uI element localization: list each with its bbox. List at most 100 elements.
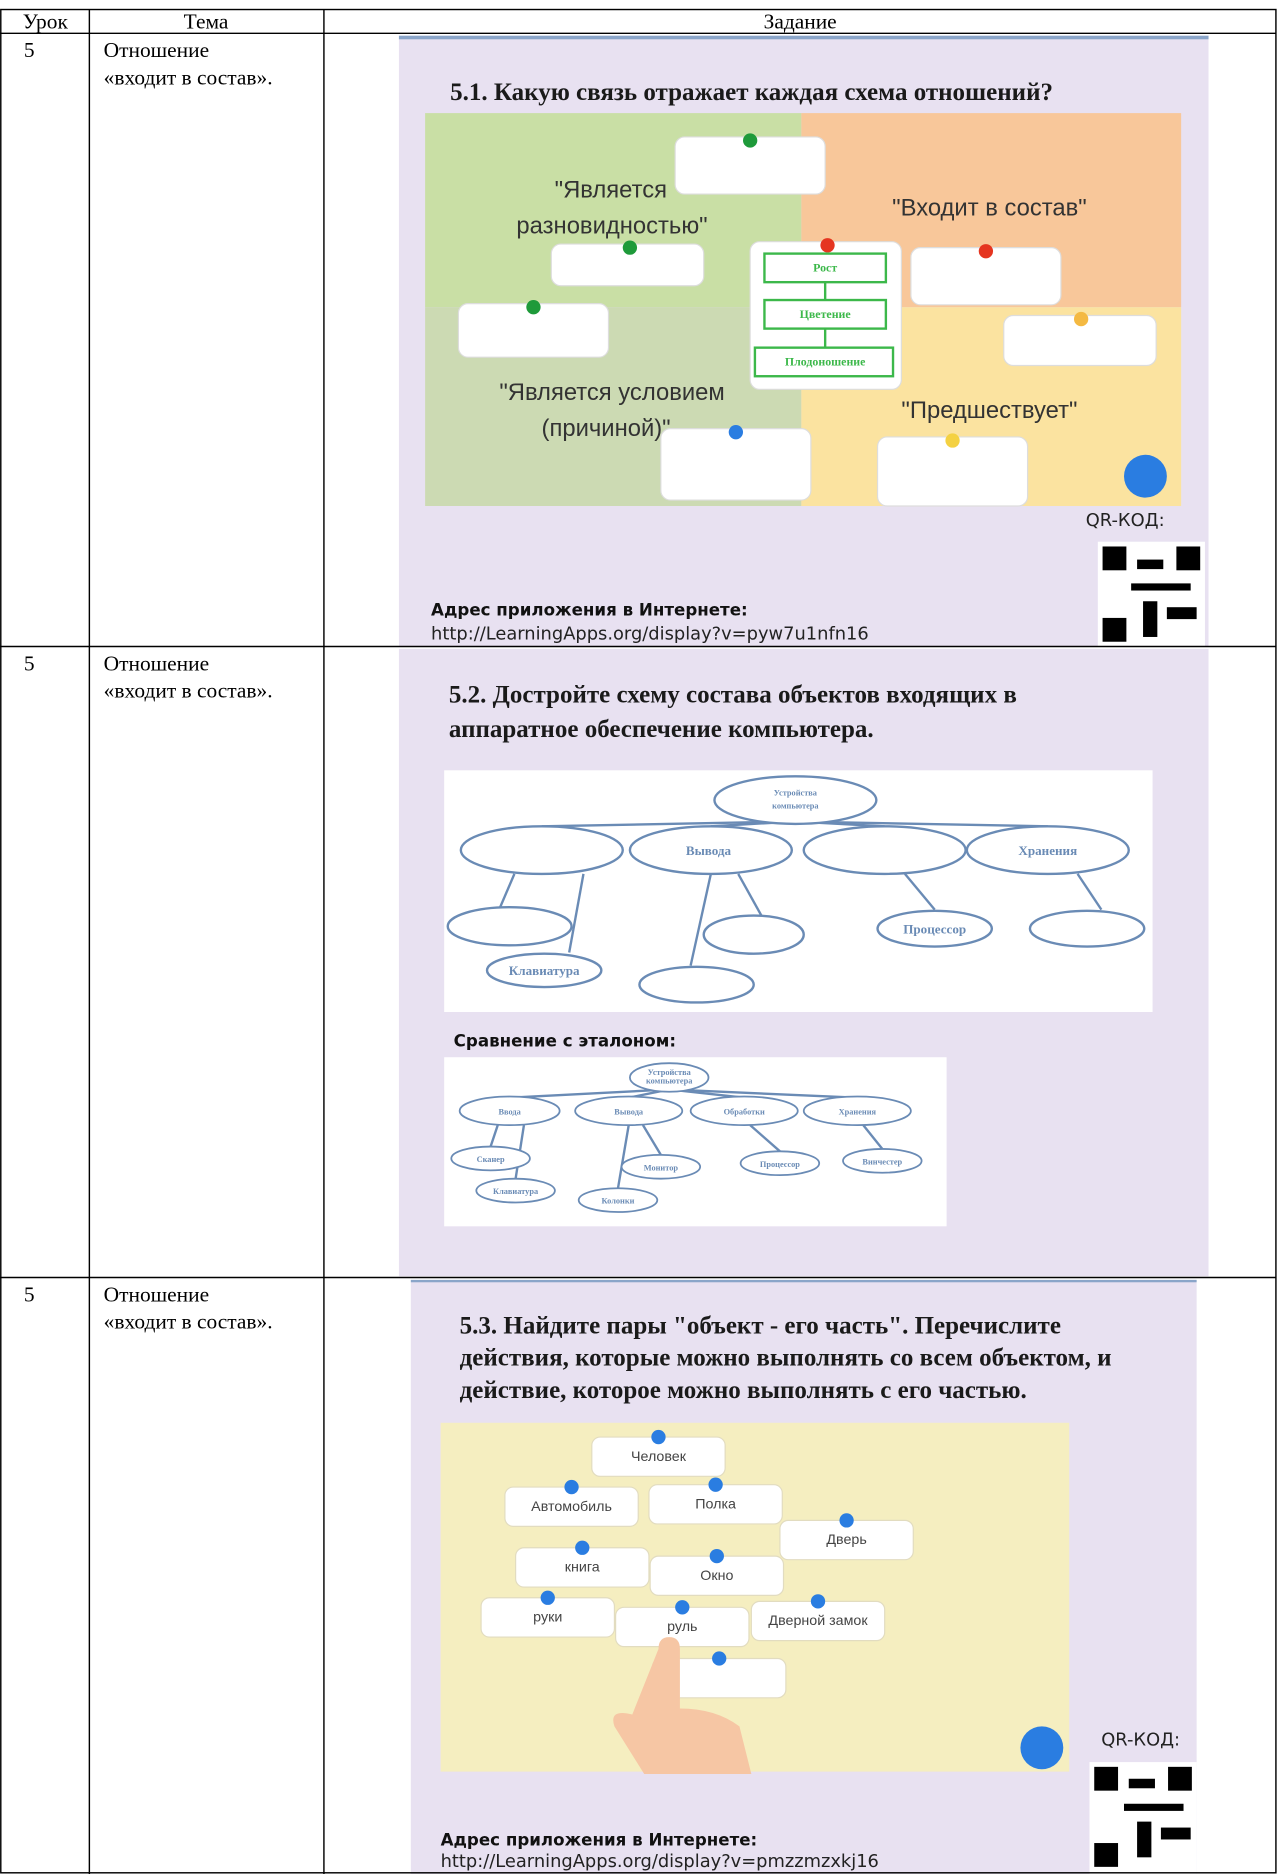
diagram-node [1028, 909, 1146, 948]
text: Клавиатура [493, 1187, 539, 1196]
card-pin [564, 1479, 579, 1495]
diagram-node [450, 1145, 531, 1172]
text: 5 [24, 1282, 35, 1306]
text: "Является условием [499, 379, 724, 406]
text: "Входит в состав" [892, 194, 1087, 221]
text: Хранения [839, 1107, 877, 1116]
text: Плодоношение [785, 355, 866, 369]
diagram-node [802, 825, 967, 876]
text: http://LearningApps.org/display?v=pyw7u1… [431, 623, 869, 644]
text: компьютера [772, 801, 819, 810]
diagram-link [904, 873, 936, 911]
text: «входит в состав». [104, 679, 273, 703]
text: Хранения [1018, 843, 1077, 858]
text: аппаратное обеспечение компьютера. [449, 716, 874, 743]
text: 5 [24, 38, 35, 62]
text: Устройства [774, 788, 818, 797]
text: QR-КОД: [1086, 510, 1165, 531]
card-pin [708, 1477, 723, 1492]
text: Вывода [686, 843, 732, 858]
text: Вывода [614, 1107, 644, 1116]
texts: Урок Тема Задание 5 Отношение «входит в соста… [23, 10, 1180, 1872]
text: Обработки [724, 1107, 765, 1116]
diagram-link [749, 1124, 781, 1153]
text: Урок [23, 10, 69, 34]
diagram-link [568, 873, 585, 953]
diagram-node [459, 825, 624, 876]
text: Дверь [826, 1532, 866, 1548]
text: Колонки [602, 1197, 635, 1206]
text: "Предшествует" [901, 397, 1077, 424]
diagram-link [489, 1124, 499, 1147]
text: Окно [700, 1568, 733, 1584]
card-pin [810, 1594, 826, 1609]
diagram-node [689, 1095, 799, 1127]
diagram-link [795, 820, 1048, 828]
text: Человек [631, 1449, 687, 1465]
text: Дверной замок [768, 1613, 868, 1629]
text: Рост [813, 260, 837, 274]
text: Отношение [104, 1282, 209, 1306]
text: Адрес приложения в Интернете: [431, 601, 748, 620]
text: «входит в состав». [104, 66, 273, 90]
card-pin [712, 1651, 727, 1666]
text: Отношение [104, 38, 209, 62]
text: разновидностью" [516, 212, 707, 239]
card-pin [839, 1513, 854, 1528]
text: Адрес приложения в Интернете: [441, 1830, 758, 1849]
diagram-node [713, 775, 878, 826]
diagram-link [737, 873, 764, 918]
diagram-node [458, 1095, 561, 1127]
text: Процессор [760, 1160, 800, 1169]
text: Цветение [800, 307, 851, 321]
diagram-node [965, 825, 1130, 876]
diagram-link [616, 1124, 630, 1189]
card-pin [709, 1548, 724, 1564]
diagram-link [509, 1088, 670, 1099]
diagram-node [628, 825, 794, 876]
text: Ввода [499, 1107, 522, 1116]
table-grid [0, 8, 1277, 1874]
text: Сканер [477, 1155, 505, 1164]
diagram-link [499, 873, 516, 908]
text: Устройства [648, 1068, 692, 1077]
diagram-link [669, 1088, 858, 1099]
cards [480, 1429, 914, 1699]
text: Полка [695, 1496, 736, 1512]
text: действия, которые можно выполнять со все… [460, 1345, 1112, 1372]
diagram-node [876, 909, 994, 948]
diagram-link [862, 1124, 884, 1150]
text: руль [667, 1619, 697, 1635]
diagram-link [689, 873, 713, 966]
card-pin [575, 1540, 590, 1555]
text: 5.3. Найдите пары "объект - его часть". … [460, 1312, 1061, 1339]
diagram-node [702, 914, 805, 955]
diagram-node [574, 1095, 684, 1127]
text: книга [565, 1560, 600, 1576]
text: Процессор [903, 921, 966, 936]
diagram-node [485, 952, 603, 989]
text: http://LearningApps.org/display?v=pmzzmz… [441, 1851, 879, 1872]
card-pin [540, 1590, 555, 1605]
text: действие, которое можно выполнять с его … [460, 1377, 1027, 1404]
diagram-link [1076, 873, 1103, 911]
hand-pointer [613, 1637, 752, 1774]
diagram-node [638, 965, 755, 1004]
text: Клавиатура [509, 963, 580, 978]
diagram-node [620, 1153, 702, 1180]
text: (причиной)" [542, 415, 671, 442]
diagram-node [577, 1187, 659, 1213]
text: Тема [184, 10, 229, 34]
text: руки [533, 1610, 562, 1626]
diagram-node [842, 1148, 923, 1174]
diagram-link [641, 1124, 662, 1156]
text: компьютера [646, 1076, 693, 1085]
text: Монитор [644, 1163, 679, 1172]
diagram-node [446, 906, 573, 947]
text: "Является [555, 177, 667, 204]
text: QR-КОД: [1101, 1729, 1180, 1750]
text: Автомобиль [531, 1499, 612, 1515]
diagram-node [475, 1177, 556, 1204]
